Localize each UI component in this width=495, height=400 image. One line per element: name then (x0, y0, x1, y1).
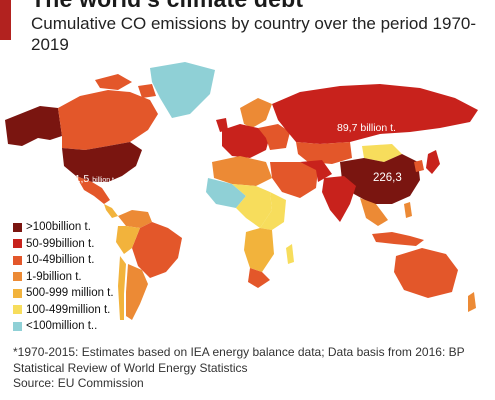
iran-region (300, 160, 332, 182)
china-region (340, 154, 420, 204)
legend-label: 500-999 million t. (26, 287, 114, 300)
legend-label: 100-499million t. (26, 303, 111, 316)
header: The world's climate debt Cumulative CO e… (0, 0, 495, 62)
map-legend: >100billion t. 50-99billion t. 10-49bill… (13, 219, 163, 335)
usa-region (62, 142, 142, 182)
legend-swatch (13, 239, 22, 249)
legend-label: 50-99billion t. (26, 237, 95, 250)
alaska-region (5, 106, 62, 146)
legend-swatch (13, 288, 22, 298)
mongolia-region (362, 144, 402, 162)
central-africa-region (232, 184, 272, 228)
western-europe-region (222, 124, 270, 158)
title-accent-bar (0, 0, 11, 40)
colombia-venezuela-region (118, 210, 152, 228)
world-map (5, 62, 478, 320)
legend-label: 1-9billion t. (26, 270, 82, 283)
usa-emissions-value: 261,5 (63, 173, 90, 185)
page-title: The world's climate debt (31, 0, 303, 13)
indonesia-region (372, 232, 424, 246)
canada-islands (95, 74, 156, 98)
greenland-region (150, 62, 215, 118)
legend-swatch (13, 255, 22, 265)
south-africa-region (248, 268, 270, 288)
uk-region (216, 118, 228, 132)
legend-label: >100billion t. (26, 221, 91, 234)
page-subtitle: Cumulative CO emissions by country over … (31, 14, 477, 54)
scandinavia-region (240, 98, 272, 128)
brazil-region (132, 222, 182, 278)
china-emissions-label: 226,3 (373, 172, 402, 184)
east-africa-region (260, 192, 286, 230)
australia-region (394, 248, 458, 298)
peru-bolivia-region (116, 226, 140, 254)
footer: *1970-2015: Estimates based on IEA energ… (13, 345, 483, 392)
legend-label: <100million t.. (26, 320, 98, 333)
russia-emissions-label: 89,7 billion t. (337, 122, 396, 134)
japan-region (426, 150, 440, 174)
west-africa-region (206, 178, 246, 208)
new-zealand-region (468, 292, 476, 312)
source-credit: Source: EU Commission (13, 376, 144, 390)
middle-east-region (270, 162, 318, 198)
madagascar-region (286, 244, 294, 264)
legend-item: >100billion t. (13, 219, 163, 236)
legend-item: 500-999 million t. (13, 285, 163, 302)
mexico-region (76, 176, 110, 204)
legend-label: 10-49billion t. (26, 254, 95, 267)
legend-swatch (13, 222, 22, 232)
southern-africa-region (244, 228, 274, 272)
russia-region (272, 84, 478, 144)
chile-region (118, 256, 126, 320)
legend-item: 50-99billion t. (13, 236, 163, 253)
central-america-region (104, 204, 118, 218)
southeast-asia-region (360, 198, 388, 226)
legend-item: <100million t.. (13, 318, 163, 335)
footnote: *1970-2015: Estimates based on IEA energ… (13, 345, 465, 375)
legend-swatch (13, 321, 22, 331)
eastern-europe-region (258, 124, 290, 150)
argentina-region (126, 264, 148, 320)
legend-item: 1-9billion t. (13, 269, 163, 286)
legend-swatch (13, 305, 22, 315)
kazakhstan-region (296, 142, 352, 164)
usa-emissions-unit: billion t. (92, 177, 116, 184)
legend-item: 100-499million t. (13, 302, 163, 319)
legend-swatch (13, 272, 22, 282)
north-africa-region (212, 156, 272, 186)
philippines-region (404, 202, 412, 218)
legend-item: 10-49billion t. (13, 252, 163, 269)
usa-emissions-label: 261,5 billion t. (63, 173, 116, 185)
korea-region (414, 160, 424, 172)
canada-region (58, 90, 158, 150)
india-region (322, 176, 356, 222)
